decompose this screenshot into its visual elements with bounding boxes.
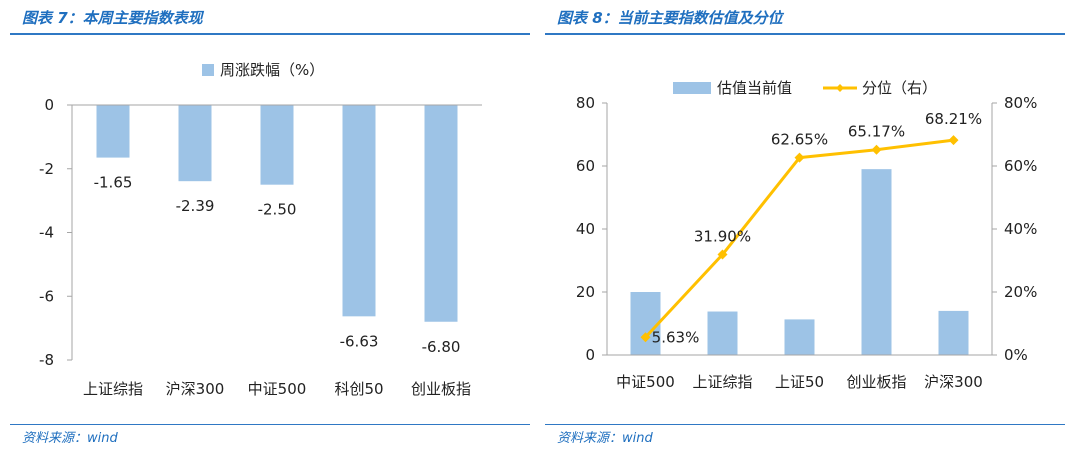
valuation-percentile-combo-chart: 估值当前值 分位（右） 0 20 40 60 80 0% 20% 40% 60% 80% 5.63… [576, 79, 1037, 391]
source-note: 资料来源：wind [22, 431, 118, 446]
legend: 周涨跌幅（%） [202, 61, 324, 79]
source-note: 资料来源：wind [557, 431, 653, 446]
y2-tick-label: 60% [1004, 157, 1037, 175]
bars [96, 105, 458, 322]
x-tick-label: 中证500 [616, 373, 675, 391]
weekly-change-bar-chart: 周涨跌幅（%） 0 -2 -4 -6 -8 -1.65 -2.39 -2.50 -6.63 -6… [39, 61, 482, 398]
percentile-line [640, 135, 959, 343]
line-data-label: 68.21% [925, 110, 982, 128]
legend-swatch-bar [673, 82, 711, 94]
x-tick-label: 上证综指 [83, 380, 143, 398]
line-data-label: 65.17% [848, 123, 905, 141]
y-tick-label: 0 [585, 346, 595, 364]
title-rule [545, 33, 1065, 35]
data-label: -2.50 [258, 201, 297, 219]
line-point [640, 332, 651, 343]
line-point [871, 144, 882, 155]
bar [424, 105, 458, 322]
x-tick-label: 上证50 [775, 373, 824, 391]
x-axis: 上证综指 沪深300 中证500 科创50 创业板指 [72, 104, 482, 398]
y-tick-label: 80 [576, 94, 595, 112]
bar [178, 105, 212, 182]
x-tick-label: 沪深300 [924, 373, 983, 391]
figure-title: 图表 7：本周主要指数表现 [22, 9, 203, 27]
left-figure-panel: 图表 7：本周主要指数表现 周涨跌幅（%） 0 -2 -4 -6 -8 -1.65 -2.… [10, 0, 530, 450]
y-tick-label: -4 [39, 224, 54, 242]
y-tick-label: -6 [39, 287, 54, 305]
bar [707, 311, 738, 355]
source-rule [10, 424, 530, 425]
line-data-label: 5.63% [652, 328, 700, 346]
y2-tick-label: 40% [1004, 220, 1037, 238]
y-axis: 0 -2 -4 -6 -8 [39, 96, 73, 369]
data-label: -2.39 [176, 197, 215, 215]
data-label: -1.65 [94, 174, 133, 192]
y2-tick-label: 0% [1004, 346, 1028, 364]
line-data-label: 62.65% [771, 131, 828, 149]
legend-swatch [202, 64, 214, 76]
percentile-line-path [644, 138, 954, 339]
bars [630, 169, 969, 355]
x-tick-label: 上证综指 [692, 373, 752, 391]
y-tick-label: 40 [576, 220, 595, 238]
data-label: -6.63 [340, 332, 379, 350]
line-point [794, 152, 805, 163]
x-tick-label: 中证500 [248, 380, 307, 398]
bar [260, 105, 294, 185]
x-axis: 中证500 上证综指 上证50 创业板指 沪深300 [607, 354, 992, 391]
legend: 估值当前值 分位（右） [673, 79, 937, 97]
line-data-label: 31.90% [694, 228, 751, 246]
legend-label: 分位（右） [862, 79, 937, 97]
y-tick-label: 0 [44, 96, 54, 114]
x-tick-label: 创业板指 [411, 380, 471, 398]
x-tick-label: 科创50 [334, 380, 383, 398]
y2-tick-label: 80% [1004, 94, 1037, 112]
legend-label: 估值当前值 [717, 79, 792, 97]
x-tick-label: 沪深300 [166, 380, 225, 398]
x-tick-label: 创业板指 [846, 373, 906, 391]
line-point [717, 249, 728, 260]
source-rule [545, 424, 1065, 425]
y-tick-label: 60 [576, 157, 595, 175]
y-tick-label: -2 [39, 160, 54, 178]
data-label: -6.80 [422, 338, 461, 356]
data-labels: 5.63% 31.90% 62.65% 65.17% 68.21% [652, 110, 982, 346]
figure-title: 图表 8：当前主要指数估值及分位 [557, 9, 783, 27]
bar [96, 105, 130, 158]
bar [342, 105, 376, 317]
data-labels: -1.65 -2.39 -2.50 -6.63 -6.80 [94, 174, 461, 356]
bar [784, 319, 815, 355]
legend-label: 周涨跌幅（%） [220, 61, 324, 79]
title-rule [10, 33, 530, 35]
y2-tick-label: 20% [1004, 283, 1037, 301]
bar [938, 310, 969, 355]
legend-marker [836, 84, 844, 92]
y-tick-label: 20 [576, 283, 595, 301]
bar [861, 169, 892, 355]
y-axis-left: 0 20 40 60 80 [576, 94, 608, 364]
y-tick-label: -8 [39, 351, 54, 369]
bar [630, 292, 661, 355]
right-figure-panel: 图表 8：当前主要指数估值及分位 估值当前值 分位（右） 0 20 40 60 80 0%… [545, 0, 1065, 450]
line-point [948, 135, 959, 146]
y-axis-right: 0% 20% 40% 60% 80% [991, 94, 1037, 364]
